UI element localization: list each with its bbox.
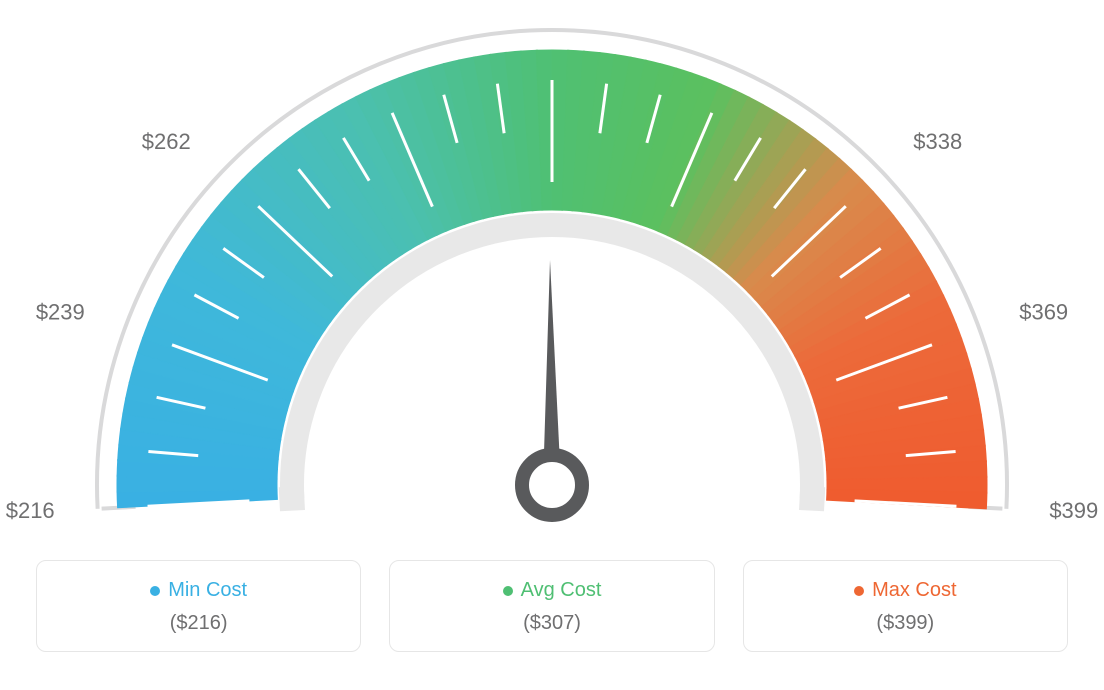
gauge-tick-label: $369 bbox=[1019, 300, 1068, 325]
gauge-tick-label: $262 bbox=[142, 129, 191, 154]
legend-card: Avg Cost ($307) bbox=[389, 560, 714, 652]
legend-card: Max Cost ($399) bbox=[743, 560, 1068, 652]
gauge-inner-ring-cap bbox=[800, 498, 825, 499]
gauge-tick-label: $399 bbox=[1049, 498, 1098, 523]
legend-label: Min Cost bbox=[150, 579, 247, 602]
legend-dot-icon bbox=[503, 586, 513, 596]
legend-row: Min Cost ($216) Avg Cost ($307) Max Cost ($39… bbox=[0, 560, 1104, 652]
legend-dot-icon bbox=[854, 586, 864, 596]
legend-value: ($216) bbox=[47, 612, 350, 635]
gauge-inner-ring-cap bbox=[279, 498, 304, 499]
gauge-needle-hub bbox=[522, 455, 582, 515]
gauge-tick-label: $216 bbox=[6, 498, 55, 523]
gauge-tick-label: $239 bbox=[36, 300, 85, 325]
legend-label: Avg Cost bbox=[503, 579, 602, 602]
legend-value: ($399) bbox=[754, 612, 1057, 635]
legend-label-text: Avg Cost bbox=[521, 579, 602, 602]
legend-label-text: Min Cost bbox=[168, 579, 247, 602]
legend-value: ($307) bbox=[400, 612, 703, 635]
legend-dot-icon bbox=[150, 586, 160, 596]
gauge-svg: $216$239$262$307$338$369$399 bbox=[0, 0, 1104, 560]
legend-card: Min Cost ($216) bbox=[36, 560, 361, 652]
gauge-chart: $216$239$262$307$338$369$399 bbox=[0, 0, 1104, 560]
legend-label: Max Cost bbox=[854, 579, 956, 602]
legend-label-text: Max Cost bbox=[872, 579, 956, 602]
gauge-tick-label: $338 bbox=[913, 129, 962, 154]
